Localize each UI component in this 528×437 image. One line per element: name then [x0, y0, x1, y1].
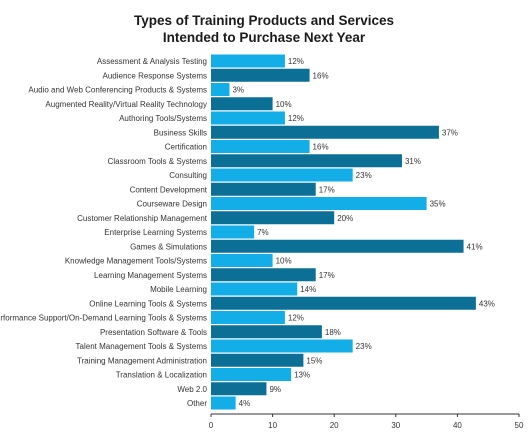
- category-label: Assessment & Analysis Testing: [97, 57, 207, 66]
- bar: [211, 125, 439, 139]
- bar: [211, 268, 316, 282]
- value-label: 10%: [276, 100, 292, 109]
- value-label: 16%: [313, 71, 329, 80]
- bar: [211, 311, 285, 324]
- x-tick-label: 30: [391, 421, 400, 430]
- value-label: 14%: [300, 285, 316, 294]
- category-label: Audio and Web Conferencing Products & Sy…: [28, 86, 207, 95]
- value-label: 23%: [356, 171, 372, 180]
- category-label: Performance Support/On-Demand Learning T…: [0, 314, 207, 323]
- bar: [211, 396, 236, 410]
- x-tick-label: 10: [268, 421, 277, 430]
- category-label: Consulting: [169, 171, 207, 180]
- value-label: 16%: [313, 143, 329, 152]
- category-label: Mobile Learning: [150, 285, 207, 294]
- value-label: 12%: [288, 114, 304, 123]
- chart-title: Types of Training Products and Services …: [0, 12, 528, 46]
- chart-title-line-1: Types of Training Products and Services: [133, 13, 395, 28]
- bar: [211, 382, 267, 396]
- x-tick-label: 40: [453, 421, 462, 430]
- value-label: 7%: [257, 228, 269, 237]
- category-label: Games & Simulations: [130, 242, 207, 251]
- bar: [211, 140, 310, 153]
- bar: [211, 225, 255, 239]
- value-label: 35%: [430, 200, 446, 209]
- bar: [211, 296, 476, 310]
- category-label: Web 2.0: [177, 385, 207, 394]
- category-label: Other: [187, 399, 207, 408]
- x-tick-label: 20: [330, 421, 339, 430]
- category-label: Talent Management Tools & Systems: [76, 342, 207, 351]
- category-label: Translation & Localization: [116, 371, 207, 380]
- bar: [211, 68, 310, 82]
- value-label: 10%: [276, 257, 292, 266]
- value-label: 41%: [467, 242, 483, 251]
- value-label: 17%: [319, 271, 335, 280]
- category-label: Classroom Tools & Systems: [108, 157, 207, 166]
- category-label: Content Development: [130, 185, 208, 194]
- category-label: Business Skills: [154, 128, 207, 137]
- category-label: Courseware Design: [137, 200, 207, 209]
- value-label: 12%: [288, 314, 304, 323]
- bar: [211, 168, 353, 182]
- value-label: 31%: [405, 157, 421, 166]
- bar: [211, 182, 316, 196]
- bar: [211, 97, 273, 111]
- bar: [211, 353, 304, 367]
- value-label: 18%: [325, 328, 341, 337]
- bar: [211, 325, 322, 339]
- bars-group: Assessment & Analysis Testing 12% Audience…: [0, 54, 495, 410]
- x-tick-label: 50: [515, 421, 524, 430]
- x-axis: 0 10 20 30 40 50: [209, 413, 524, 430]
- bar: [211, 211, 335, 225]
- bar: [211, 54, 285, 68]
- value-label: 9%: [269, 385, 281, 394]
- value-label: 23%: [356, 342, 372, 351]
- bar: [211, 254, 273, 267]
- bar: [211, 282, 298, 296]
- category-label: Learning Management Systems: [94, 271, 207, 280]
- category-label: Knowledge Management Tools/Systems: [65, 257, 207, 266]
- category-label: Audience Response Systems: [103, 71, 208, 80]
- category-label: Enterprise Learning Systems: [104, 228, 207, 237]
- value-label: 4%: [239, 399, 251, 408]
- category-label: Online Learning Tools & Systems: [89, 299, 207, 308]
- bar: [211, 197, 427, 210]
- bar: [211, 339, 353, 353]
- bar: [211, 368, 292, 381]
- value-label: 17%: [319, 185, 335, 194]
- x-tick-label: 0: [209, 421, 214, 430]
- bar: [211, 111, 285, 125]
- category-label: Authoring Tools/Systems: [119, 114, 207, 123]
- bar: [211, 239, 464, 253]
- value-label: 3%: [232, 86, 244, 95]
- value-label: 12%: [288, 57, 304, 66]
- category-label: Presentation Software & Tools: [100, 328, 207, 337]
- bar: [211, 83, 230, 96]
- category-label: Augmented Reality/Virtual Reality Techno…: [45, 100, 207, 109]
- category-label: Certification: [165, 143, 207, 152]
- value-label: 37%: [442, 128, 458, 137]
- value-label: 20%: [337, 214, 353, 223]
- value-label: 13%: [294, 371, 310, 380]
- category-label: Customer Relationship Management: [77, 214, 208, 223]
- bar: [211, 154, 402, 168]
- value-label: 43%: [479, 299, 495, 308]
- value-label: 15%: [306, 356, 322, 365]
- category-label: Training Management Administration: [77, 356, 207, 365]
- chart-title-line-2: Intended to Purchase Next Year: [162, 30, 366, 45]
